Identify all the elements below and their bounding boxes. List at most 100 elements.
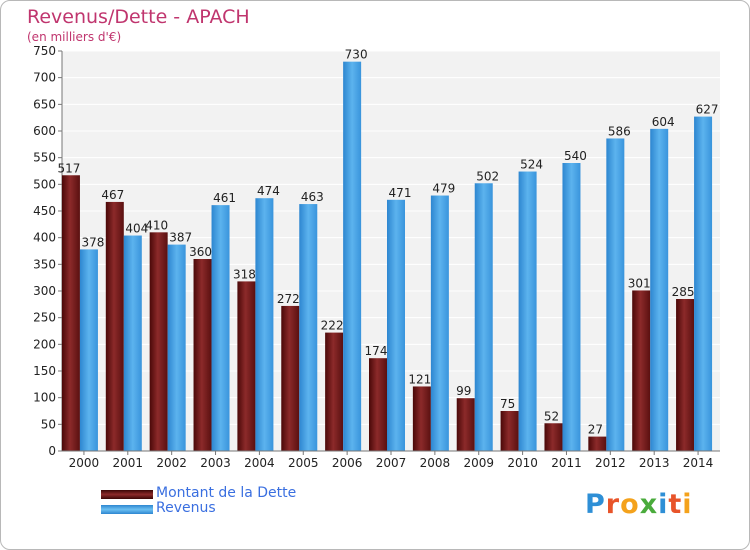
data-label-revenue-2006: 730 [345, 48, 368, 62]
bar-debt-2014 [676, 299, 695, 451]
y-tick-label: 150 [33, 364, 56, 378]
x-tick-label: 2007 [376, 456, 407, 470]
data-label-revenue-2009: 502 [476, 169, 499, 183]
y-tick-label: 500 [33, 177, 56, 191]
data-label-revenue-2003: 461 [213, 191, 236, 205]
logo-letter: o [620, 489, 640, 520]
legend-swatch-debt [101, 490, 153, 499]
bar-revenue-2002 [167, 244, 186, 451]
bar-revenue-2013 [650, 128, 669, 451]
data-label-debt-2010: 75 [500, 397, 515, 411]
bars [61, 61, 713, 452]
x-tick-label: 2012 [595, 456, 626, 470]
y-tick-label: 250 [33, 311, 56, 325]
data-label-debt-2003: 360 [189, 245, 212, 259]
data-label-revenue-2007: 471 [389, 186, 412, 200]
chart-title: Revenus/Dette - APACH [27, 6, 250, 28]
data-label-debt-2009: 99 [456, 384, 471, 398]
data-label-debt-2014: 285 [672, 285, 695, 299]
y-axis: 0 50 100 150 200 250 300 350 400 450 500 550 600 650 7… [33, 44, 63, 458]
bar-revenue-2000 [79, 249, 98, 451]
bar-debt-2004 [237, 281, 256, 451]
data-label-revenue-2014: 627 [696, 103, 719, 117]
bar-debt-2008 [412, 386, 431, 451]
logo-letter: P [585, 489, 606, 520]
legend-label-debt: Montant de la Dette [156, 485, 297, 501]
x-tick-label: 2009 [463, 456, 494, 470]
x-tick-label: 2006 [332, 456, 363, 470]
x-tick-label: 2014 [683, 456, 714, 470]
data-label-debt-2011: 52 [544, 409, 559, 423]
bar-revenue-2005 [299, 204, 318, 451]
bar-revenue-2007 [387, 199, 405, 451]
y-tick-label: 550 [33, 151, 56, 165]
x-tick-label: 2001 [113, 456, 144, 470]
legend-swatch-revenue [101, 505, 153, 514]
data-label-debt-2005: 272 [277, 292, 300, 306]
logo-letter: x [639, 489, 659, 520]
y-tick-label: 650 [33, 97, 56, 111]
data-label-debt-2004: 318 [233, 267, 256, 281]
bar-revenue-2014 [694, 116, 713, 451]
bar-debt-2001 [105, 201, 124, 451]
logo-letter: i [682, 489, 693, 520]
x-tick-label: 2011 [551, 456, 582, 470]
bar-revenue-2004 [255, 198, 274, 451]
data-label-debt-2007: 174 [365, 344, 388, 358]
y-tick-label: 300 [33, 284, 56, 298]
x-tick-label: 2002 [156, 456, 187, 470]
data-label-revenue-2000: 378 [81, 235, 104, 249]
y-tick-label: 350 [33, 257, 56, 271]
bar-revenue-2012 [606, 138, 625, 451]
bar-revenue-2003 [211, 205, 230, 451]
data-label-debt-2001: 467 [101, 188, 124, 202]
y-tick-label: 450 [33, 204, 56, 218]
bar-debt-2000 [61, 175, 80, 451]
data-label-revenue-2005: 463 [301, 190, 324, 204]
data-label-debt-2000: 517 [57, 161, 80, 175]
bar-debt-2007 [369, 358, 387, 451]
data-label-revenue-2002: 387 [169, 231, 192, 245]
data-label-revenue-2001: 404 [125, 222, 148, 236]
bar-revenue-2009 [474, 183, 493, 451]
bar-debt-2005 [281, 305, 300, 451]
bar-revenue-2006 [343, 61, 362, 452]
legend-label-revenue: Revenus [156, 500, 216, 516]
logo-letter: r [605, 489, 621, 520]
bar-debt-2009 [456, 398, 475, 451]
data-label-revenue-2011: 540 [564, 149, 587, 163]
x-tick-label: 2003 [200, 456, 231, 470]
bar-debt-2013 [632, 290, 651, 451]
logo-letter: t [668, 489, 683, 520]
bar-revenue-2008 [430, 195, 449, 451]
y-tick-label: 600 [33, 124, 56, 138]
logo-letter: i [658, 489, 669, 520]
bar-revenue-2001 [123, 235, 142, 451]
data-label-debt-2006: 222 [321, 319, 344, 333]
y-tick-label: 100 [33, 391, 56, 405]
y-tick-label: 750 [33, 44, 56, 58]
data-label-debt-2012: 27 [588, 423, 603, 437]
y-tick-label: 700 [33, 71, 56, 85]
bar-debt-2006 [325, 332, 344, 451]
y-tick-label: 0 [48, 444, 56, 458]
data-label-revenue-2013: 604 [652, 115, 675, 129]
chart-subtitle: (en milliers d'€) [27, 30, 122, 44]
x-axis: 2000 2001 2002 2003 2004 2005 2006 2007 2008 2009… [62, 450, 720, 470]
x-tick-label: 2004 [244, 456, 275, 470]
x-tick-label: 2010 [507, 456, 538, 470]
data-label-revenue-2012: 586 [608, 124, 631, 138]
x-tick-label: 2013 [639, 456, 670, 470]
x-tick-label: 2005 [288, 456, 319, 470]
bar-debt-2010 [500, 411, 519, 451]
data-label-debt-2013: 301 [628, 276, 651, 290]
y-tick-label: 200 [33, 337, 56, 351]
data-label-revenue-2008: 479 [432, 182, 455, 196]
y-tick-label: 400 [33, 231, 56, 245]
data-label-revenue-2004: 474 [257, 184, 280, 198]
data-label-revenue-2010: 524 [520, 158, 543, 172]
data-label-debt-2008: 121 [408, 372, 431, 386]
